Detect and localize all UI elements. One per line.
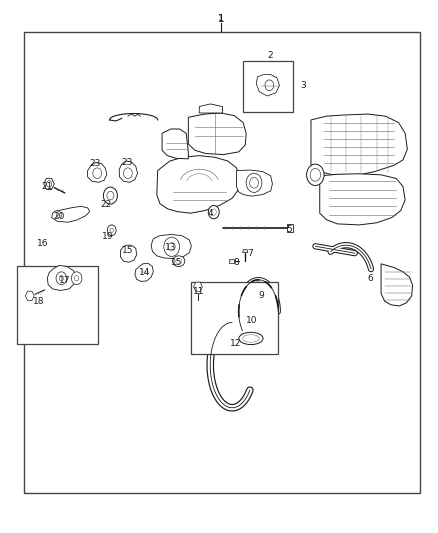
Text: 21: 21 [41,182,53,191]
Ellipse shape [173,256,185,266]
Circle shape [265,80,274,91]
Circle shape [57,212,62,218]
Circle shape [110,228,113,232]
Text: 14: 14 [139,268,150,277]
Ellipse shape [208,205,219,219]
Ellipse shape [176,259,182,264]
Circle shape [56,272,67,285]
Text: 6: 6 [367,274,373,282]
Circle shape [246,173,262,192]
Polygon shape [151,235,191,259]
Text: 5: 5 [286,225,292,233]
Circle shape [46,181,52,187]
Ellipse shape [239,333,263,345]
Text: 16: 16 [37,239,48,248]
Polygon shape [320,174,405,225]
Bar [17,266,98,344]
Ellipse shape [243,335,259,342]
Polygon shape [287,224,293,232]
Text: 8: 8 [233,259,239,267]
Text: 11: 11 [193,287,204,295]
Circle shape [74,276,79,281]
Polygon shape [243,249,248,253]
Polygon shape [188,113,246,155]
Polygon shape [237,170,272,196]
Text: 22: 22 [100,200,112,208]
Polygon shape [229,259,234,263]
Bar [191,282,278,354]
Polygon shape [162,129,188,159]
Text: 18: 18 [33,297,44,305]
Text: 15: 15 [171,258,182,266]
Text: 17: 17 [59,276,70,285]
Polygon shape [135,263,153,281]
Text: 12: 12 [230,340,242,348]
Text: 23: 23 [121,158,133,166]
Circle shape [307,164,324,185]
Polygon shape [311,114,407,175]
Circle shape [103,187,117,204]
Polygon shape [119,161,138,182]
Polygon shape [120,245,137,262]
Text: 23: 23 [89,159,100,168]
Bar [24,32,420,493]
Polygon shape [44,179,54,189]
Circle shape [71,272,82,285]
Circle shape [164,237,180,256]
Text: 7: 7 [247,249,253,258]
Text: 19: 19 [102,232,113,241]
Text: 10: 10 [246,317,258,325]
Polygon shape [194,282,202,292]
Circle shape [107,191,114,200]
Text: 15: 15 [122,246,134,255]
Text: 2: 2 [267,52,272,60]
Polygon shape [47,265,76,290]
Circle shape [107,225,116,236]
Polygon shape [157,156,240,213]
Circle shape [93,168,102,179]
Circle shape [124,168,132,179]
Circle shape [250,177,258,188]
Bar [243,61,293,112]
Text: 3: 3 [300,81,307,90]
Circle shape [168,243,175,251]
Polygon shape [25,291,34,301]
Circle shape [310,168,321,181]
Polygon shape [256,75,279,96]
Text: 4: 4 [208,209,213,217]
Circle shape [59,276,64,281]
Polygon shape [199,104,223,113]
Polygon shape [52,206,90,222]
Polygon shape [88,163,107,182]
Polygon shape [381,264,413,306]
Text: 13: 13 [165,244,177,252]
Text: 1: 1 [218,14,224,23]
Text: 9: 9 [258,292,264,300]
Text: 20: 20 [53,212,64,221]
Text: 1: 1 [218,14,225,23]
Ellipse shape [211,209,216,215]
